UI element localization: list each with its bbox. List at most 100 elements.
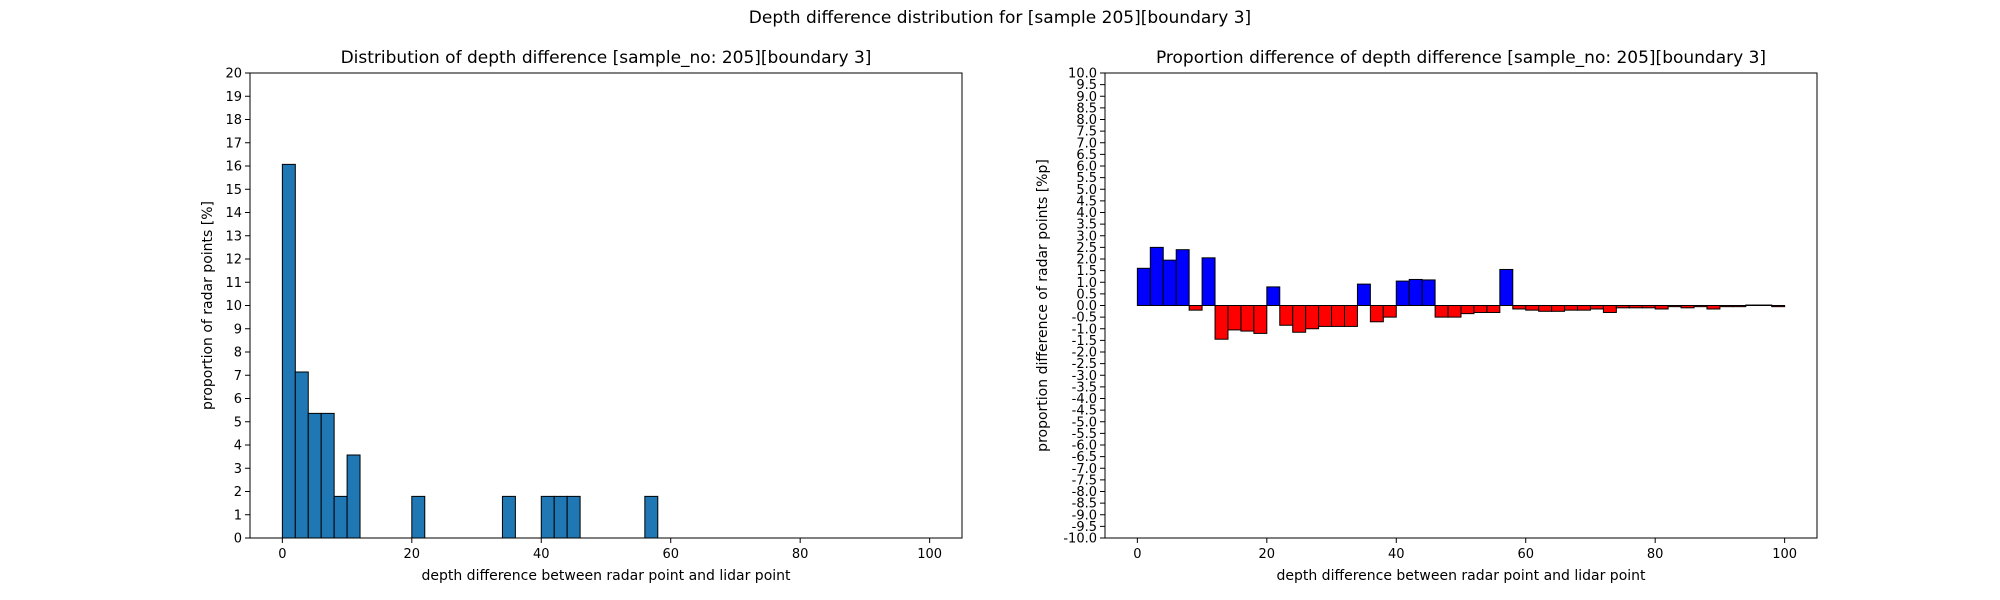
x-tick-label: 80 [792, 547, 809, 562]
bar [1240, 305, 1255, 332]
bar [1771, 305, 1786, 308]
y-tick-label: -2.0 [1072, 346, 1097, 361]
y-tick-label: -5.5 [1072, 427, 1097, 442]
bar [1201, 257, 1216, 306]
y-tick-label: 1.5 [1076, 264, 1097, 279]
bar [1512, 305, 1527, 310]
bar [1499, 268, 1514, 306]
bar [320, 412, 335, 539]
y-tick-label: 1 [234, 508, 242, 523]
y-tick-label: 11 [225, 276, 242, 291]
x-tick-label: 60 [1517, 547, 1534, 562]
y-tick-label: 4.0 [1076, 206, 1097, 221]
y-tick-label: 7.0 [1076, 136, 1097, 151]
y-tick-label: 13 [225, 229, 242, 244]
chart-title: Distribution of depth difference [sample… [341, 48, 872, 68]
x-tick-label: 80 [1647, 547, 1664, 562]
bar [411, 495, 426, 539]
x-axis-label: depth difference between radar point and… [1276, 568, 1646, 584]
bar [1719, 305, 1734, 308]
x-tick-label: 40 [533, 547, 550, 562]
y-tick-label: 9.5 [1076, 78, 1097, 93]
bar [1564, 305, 1579, 311]
bar [1395, 280, 1410, 306]
y-tick-label: -4.0 [1072, 392, 1097, 407]
y-tick-label: 16 [225, 160, 242, 175]
bar [1188, 305, 1203, 311]
bar [1305, 305, 1320, 330]
y-tick-label: 10.0 [1068, 67, 1097, 82]
x-tick-label: 100 [917, 547, 942, 562]
y-tick-label: 3.0 [1076, 229, 1097, 244]
chart-2: Proportion difference of depth differenc… [1035, 48, 1818, 584]
bar [1693, 305, 1708, 308]
bar [1149, 246, 1164, 306]
y-tick-label: 2.5 [1076, 241, 1097, 256]
y-tick-label: 0.5 [1076, 287, 1097, 302]
y-axis-label: proportion of radar points [%] [200, 201, 216, 410]
bar [1162, 259, 1177, 307]
y-tick-label: 5 [234, 415, 242, 430]
y-tick-label: -8.5 [1072, 497, 1097, 512]
y-tick-label: -7.5 [1072, 473, 1097, 488]
bar [1318, 305, 1333, 327]
bar [644, 495, 659, 539]
y-tick-label: -3.0 [1072, 369, 1097, 384]
bar [1343, 305, 1358, 327]
y-tick-label: 5.0 [1076, 183, 1097, 198]
y-axis-label: proportion difference of radar points [%… [1035, 159, 1051, 452]
y-tick-label: 18 [225, 113, 242, 128]
bar [1538, 305, 1553, 312]
y-tick-label: -10.0 [1063, 532, 1097, 547]
x-tick-label: 40 [1388, 547, 1405, 562]
bar [1732, 305, 1747, 308]
bar [1473, 305, 1488, 313]
y-tick-label: -6.5 [1072, 450, 1097, 465]
bar [1214, 305, 1229, 340]
y-tick-label: 5.5 [1076, 171, 1097, 186]
bar [307, 412, 322, 539]
y-tick-label: 6.5 [1076, 148, 1097, 163]
y-tick-label: 0 [234, 532, 242, 547]
y-tick-label: -1.0 [1072, 322, 1097, 337]
y-tick-label: -8.0 [1072, 485, 1097, 500]
bar [281, 163, 296, 539]
bar [1292, 305, 1307, 333]
y-tick-label: 3 [234, 462, 242, 477]
y-tick-label: 14 [225, 206, 242, 221]
bar [1525, 305, 1540, 311]
bar [1486, 305, 1501, 313]
y-tick-label: 17 [225, 136, 242, 151]
y-tick-label: 3.5 [1076, 218, 1097, 233]
bar [294, 371, 309, 539]
bar [346, 454, 361, 539]
bar [1382, 305, 1397, 318]
y-tick-label: 19 [225, 90, 242, 105]
bar [1279, 305, 1294, 326]
bar [1421, 279, 1436, 306]
bar [1602, 305, 1617, 313]
y-tick-label: 8.0 [1076, 113, 1097, 128]
y-tick-label: 0.0 [1076, 299, 1097, 314]
bar [1227, 305, 1242, 331]
y-tick-label: 6.0 [1076, 160, 1097, 175]
bar [1356, 283, 1371, 306]
y-tick-label: 8 [234, 346, 242, 361]
x-tick-label: 0 [278, 547, 286, 562]
bar [1667, 305, 1682, 308]
bar [1460, 305, 1475, 315]
bar [1641, 305, 1656, 309]
figure-suptitle: Depth difference distribution for [sampl… [748, 8, 1252, 28]
bar [1615, 305, 1630, 309]
bar [1447, 305, 1462, 318]
y-tick-label: -2.5 [1072, 357, 1097, 372]
bar [1628, 305, 1643, 309]
y-tick-label: 4 [234, 439, 242, 454]
bar [566, 495, 581, 539]
y-tick-label: -7.0 [1072, 462, 1097, 477]
bar [1253, 305, 1268, 334]
bar [1175, 249, 1190, 306]
bar [1706, 305, 1721, 310]
y-tick-label: 7 [234, 369, 242, 384]
bar [1136, 267, 1151, 306]
